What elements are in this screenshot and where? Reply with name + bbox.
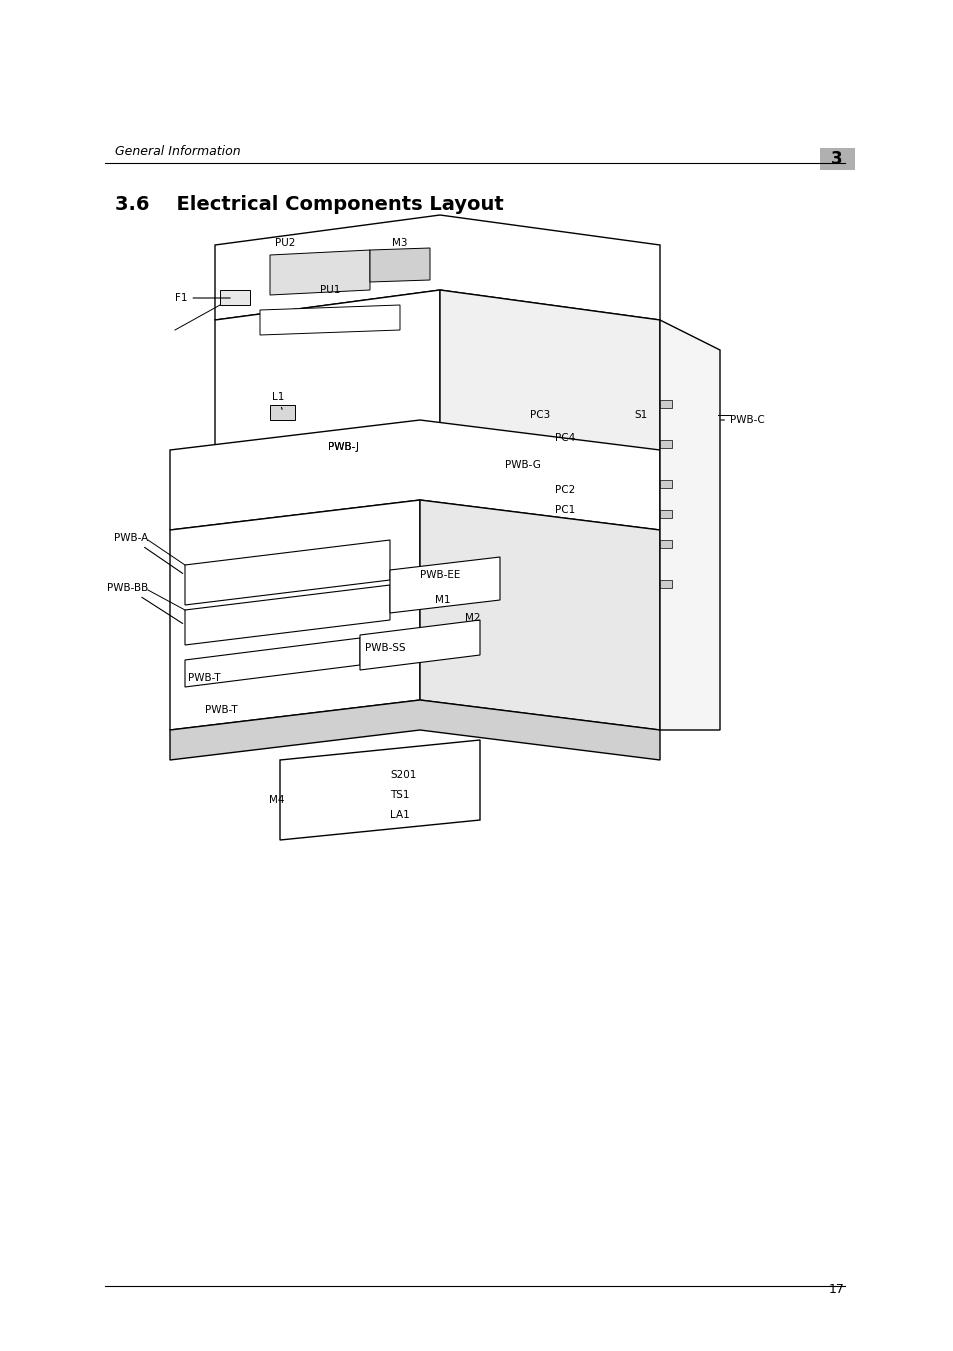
Text: F1: F1 bbox=[174, 293, 230, 303]
Text: PWB-A: PWB-A bbox=[113, 534, 183, 573]
Polygon shape bbox=[439, 290, 659, 470]
Text: M4: M4 bbox=[269, 794, 285, 805]
Text: PU1: PU1 bbox=[319, 285, 340, 295]
Polygon shape bbox=[260, 305, 399, 335]
Polygon shape bbox=[170, 500, 419, 730]
Text: 17: 17 bbox=[828, 1283, 844, 1296]
Bar bbox=[659, 400, 671, 408]
Text: PWB-C: PWB-C bbox=[720, 415, 764, 426]
Text: PWB-BB: PWB-BB bbox=[107, 584, 182, 624]
Bar bbox=[659, 580, 671, 588]
Polygon shape bbox=[659, 320, 720, 730]
Text: PC2: PC2 bbox=[555, 485, 575, 494]
Polygon shape bbox=[390, 557, 499, 613]
Text: PWB-J: PWB-J bbox=[328, 442, 358, 453]
Bar bbox=[220, 290, 250, 305]
Text: 3: 3 bbox=[830, 150, 841, 168]
Text: PC1: PC1 bbox=[555, 505, 575, 515]
Polygon shape bbox=[170, 700, 659, 761]
Polygon shape bbox=[370, 249, 430, 282]
Text: PC4: PC4 bbox=[555, 434, 575, 443]
Text: PWB-EE: PWB-EE bbox=[419, 570, 460, 580]
Polygon shape bbox=[419, 500, 659, 730]
Bar bbox=[659, 440, 671, 449]
Text: TS1: TS1 bbox=[390, 790, 409, 800]
Polygon shape bbox=[185, 638, 359, 688]
Text: S201: S201 bbox=[390, 770, 416, 780]
Text: PC3: PC3 bbox=[530, 409, 550, 420]
Text: PWB-T: PWB-T bbox=[188, 673, 220, 684]
Polygon shape bbox=[170, 420, 659, 530]
Text: M1: M1 bbox=[435, 594, 450, 605]
Bar bbox=[270, 405, 294, 420]
Text: PWB-J: PWB-J bbox=[328, 442, 358, 453]
Polygon shape bbox=[280, 740, 479, 840]
Text: L1: L1 bbox=[272, 392, 284, 409]
Text: PU2: PU2 bbox=[274, 238, 294, 249]
Text: PWB-SS: PWB-SS bbox=[365, 643, 405, 653]
Polygon shape bbox=[185, 585, 390, 644]
Polygon shape bbox=[359, 620, 479, 670]
Text: LA1: LA1 bbox=[390, 811, 410, 820]
Text: 3.6    Electrical Components Layout: 3.6 Electrical Components Layout bbox=[115, 195, 503, 213]
Text: PWB-T: PWB-T bbox=[205, 705, 237, 715]
Polygon shape bbox=[270, 250, 370, 295]
Text: M3: M3 bbox=[392, 238, 407, 249]
Text: S1: S1 bbox=[634, 409, 646, 420]
Polygon shape bbox=[214, 215, 659, 320]
Polygon shape bbox=[185, 540, 390, 605]
Text: PWB-G: PWB-G bbox=[504, 459, 540, 470]
Bar bbox=[659, 540, 671, 549]
Text: General Information: General Information bbox=[115, 145, 240, 158]
Text: M2: M2 bbox=[464, 613, 480, 623]
Bar bbox=[659, 509, 671, 517]
Polygon shape bbox=[214, 290, 439, 470]
Bar bbox=[659, 480, 671, 488]
Bar bbox=[820, 149, 854, 170]
